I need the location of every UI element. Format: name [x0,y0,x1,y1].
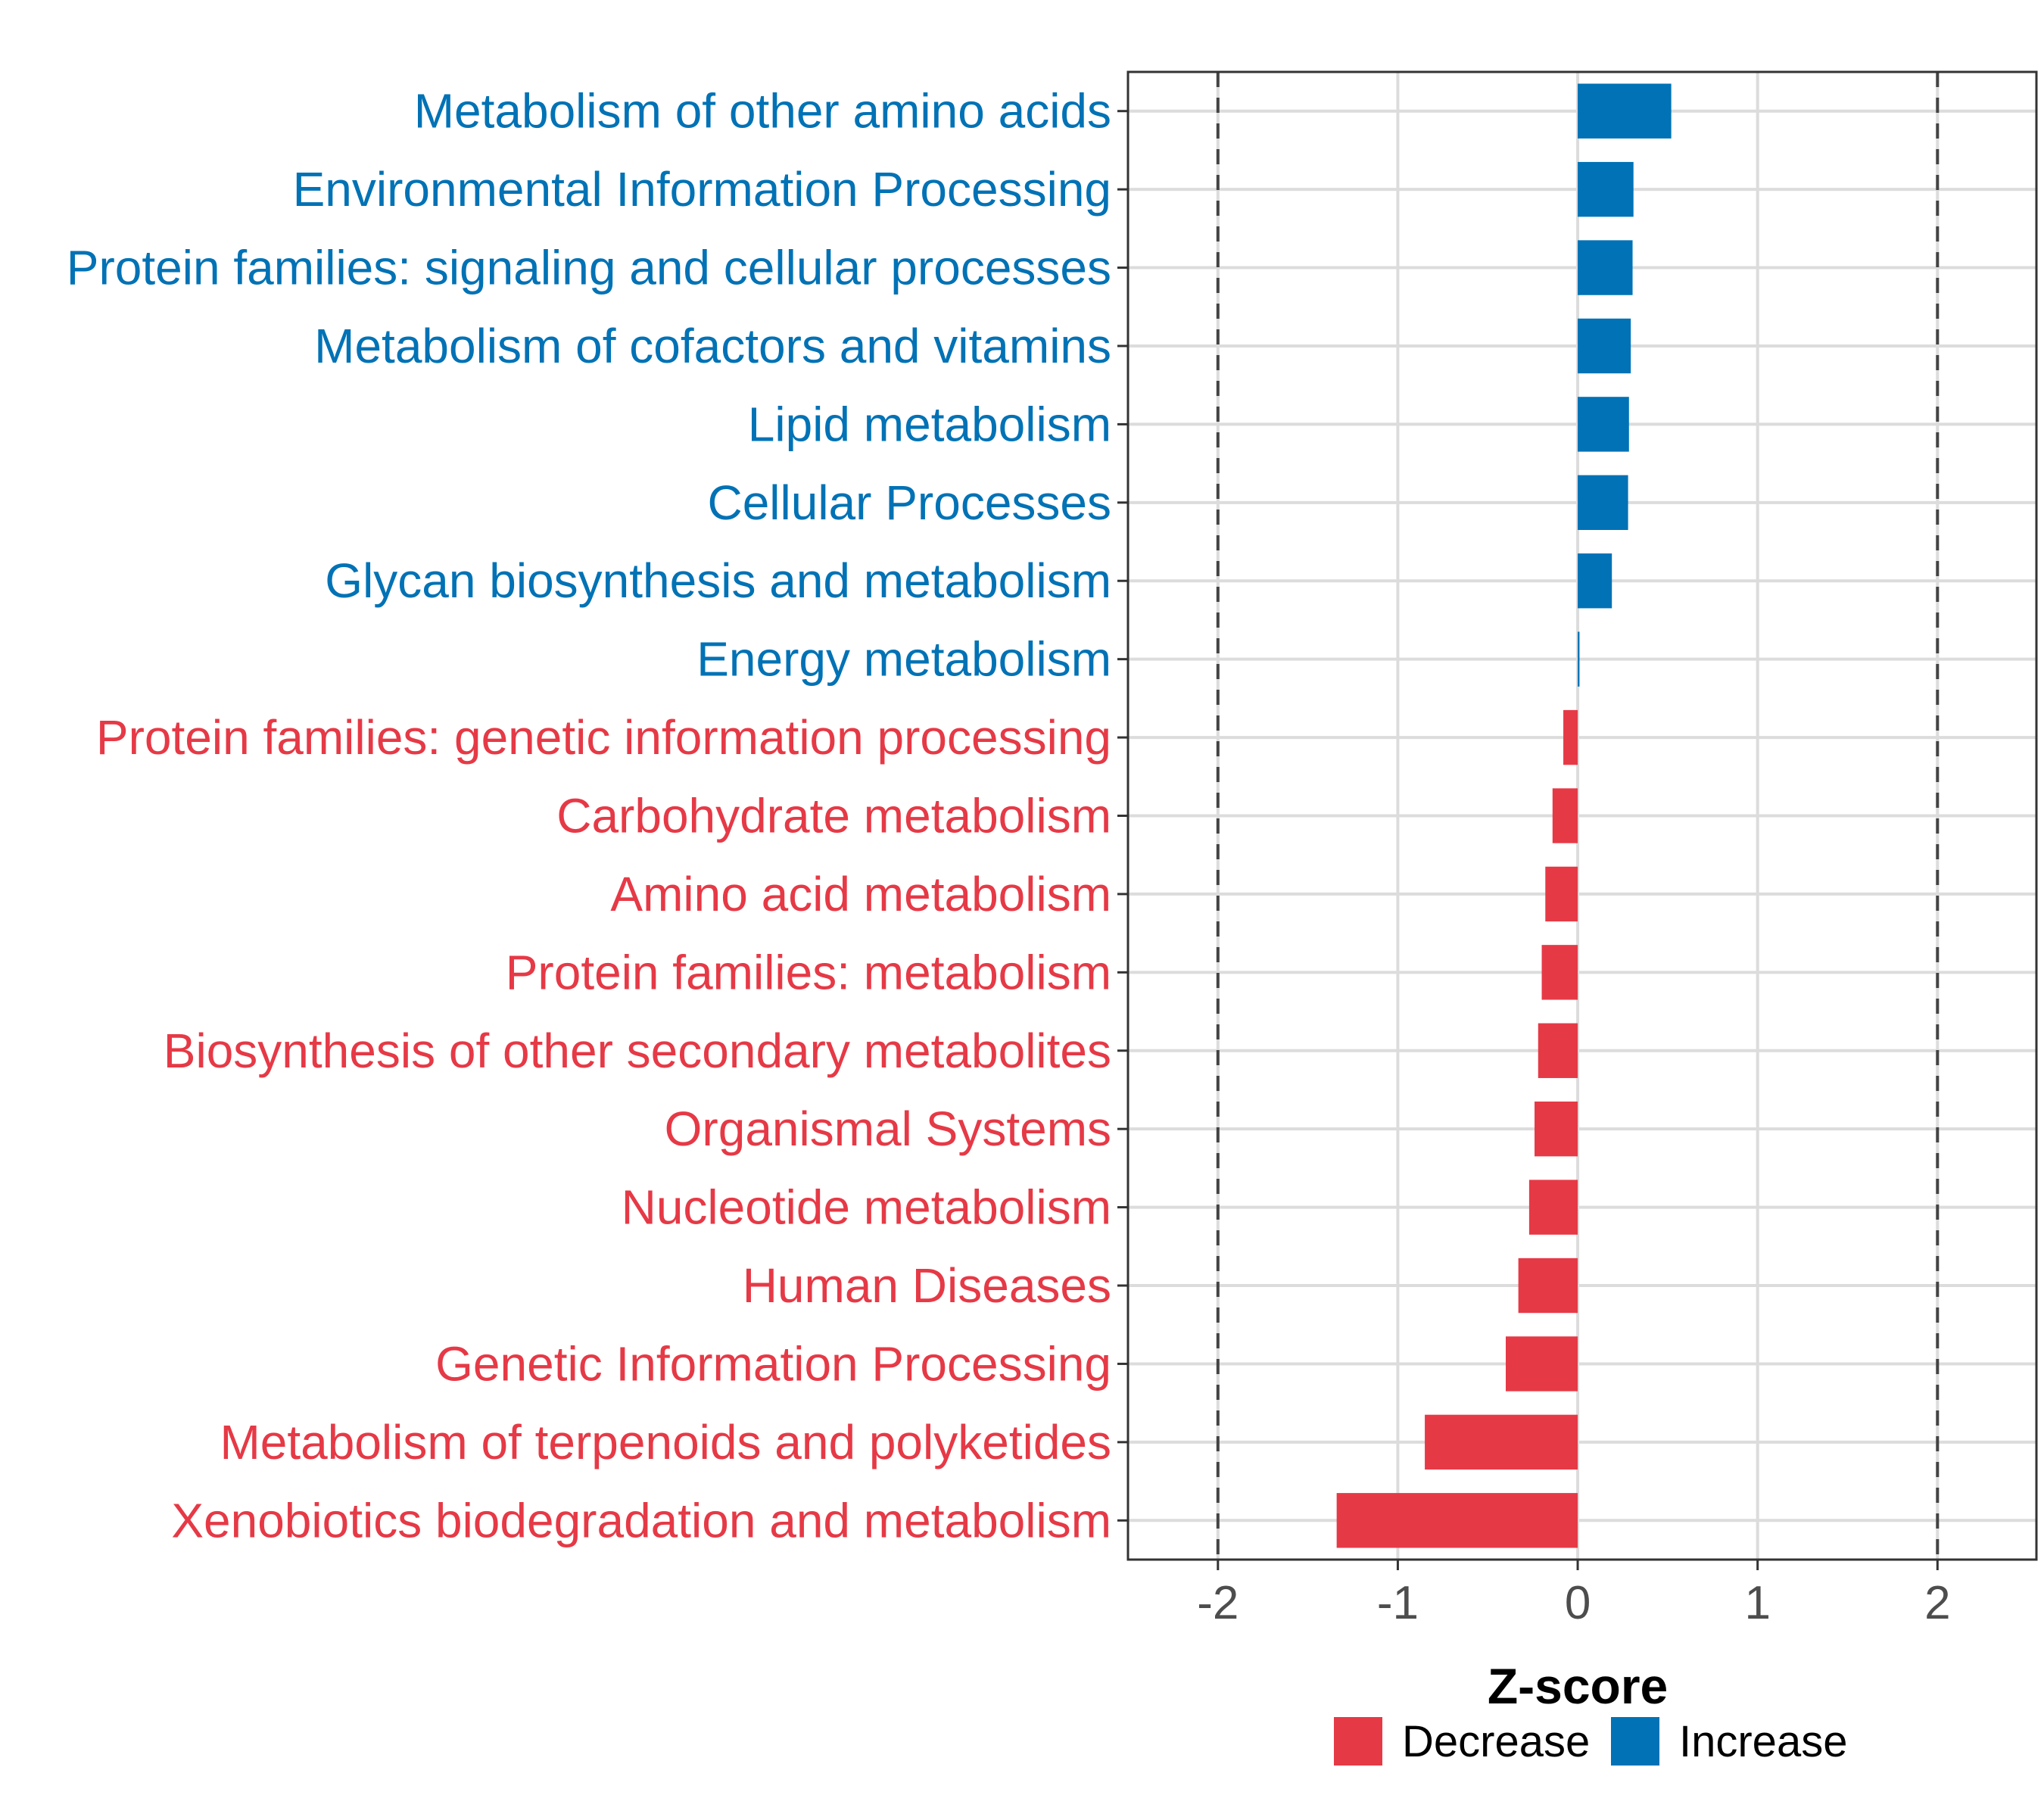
category-label-3: Metabolism of cofactors and vitamins [314,319,1111,373]
legend-label-increase: Increase [1679,1717,1847,1766]
x-axis-title: Z-score [1488,1658,1668,1714]
legend-label-decrease: Decrease [1402,1717,1590,1766]
bar-13 [1535,1101,1578,1157]
category-label-4: Lipid metabolism [748,397,1111,451]
x-tick-label-2: 0 [1565,1577,1591,1629]
category-label-5: Cellular Processes [707,475,1111,530]
legend: Decrease Increase [1334,1717,1847,1766]
category-label-11: Protein families: metabolism [506,945,1111,999]
bar-10 [1545,866,1578,922]
bar-15 [1518,1258,1578,1314]
category-label-18: Xenobiotics biodegradation and metabolis… [171,1493,1111,1547]
bar-0 [1578,83,1672,139]
category-label-15: Human Diseases [743,1258,1111,1313]
bar-16 [1506,1336,1578,1392]
x-tick-label-0: -2 [1197,1577,1239,1629]
category-labels: Metabolism of other amino acids Environme… [67,84,1111,1548]
category-label-7: Energy metabolism [696,632,1111,687]
category-label-16: Genetic Information Processing [435,1336,1111,1391]
bar-2 [1578,240,1633,295]
category-label-9: Carbohydrate metabolism [556,789,1111,843]
reference-lines [1216,72,1940,1560]
bar-6 [1578,553,1612,609]
bar-17 [1425,1414,1578,1470]
bar-14 [1528,1180,1578,1235]
bar-11 [1541,945,1578,1000]
category-label-0: Metabolism of other amino acids [414,84,1111,139]
legend-key-decrease [1334,1717,1382,1766]
category-label-14: Nucleotide metabolism [622,1180,1111,1235]
x-tick-label-3: 1 [1744,1577,1770,1629]
category-label-2: Protein families: signaling and cellular… [67,241,1111,295]
category-label-1: Environmental Information Processing [293,162,1111,217]
legend-key-increase [1611,1717,1659,1766]
x-tick-label-1: -1 [1377,1577,1419,1629]
bar-12 [1538,1023,1578,1078]
bar-1 [1578,161,1634,217]
bar-8 [1563,709,1578,765]
bars [1336,83,1672,1548]
bar-4 [1578,397,1629,452]
category-label-17: Metabolism of terpenoids and polyketides [220,1415,1111,1469]
category-label-13: Organismal Systems [665,1102,1111,1156]
category-label-10: Amino acid metabolism [610,867,1111,921]
x-tick-label-4: 2 [1924,1577,1950,1629]
bar-5 [1578,475,1628,531]
bar-9 [1552,788,1578,843]
category-label-6: Glycan biosynthesis and metabolism [325,553,1111,608]
y-ticks [1117,110,1128,1522]
category-label-12: Biosynthesis of other secondary metaboli… [164,1024,1111,1078]
x-axis: -2 -1 0 1 2 [1197,1560,1951,1629]
category-label-8: Protein families: genetic information pr… [96,710,1111,765]
bar-3 [1578,318,1631,374]
bar-7 [1578,631,1580,687]
bar-18 [1336,1493,1578,1548]
